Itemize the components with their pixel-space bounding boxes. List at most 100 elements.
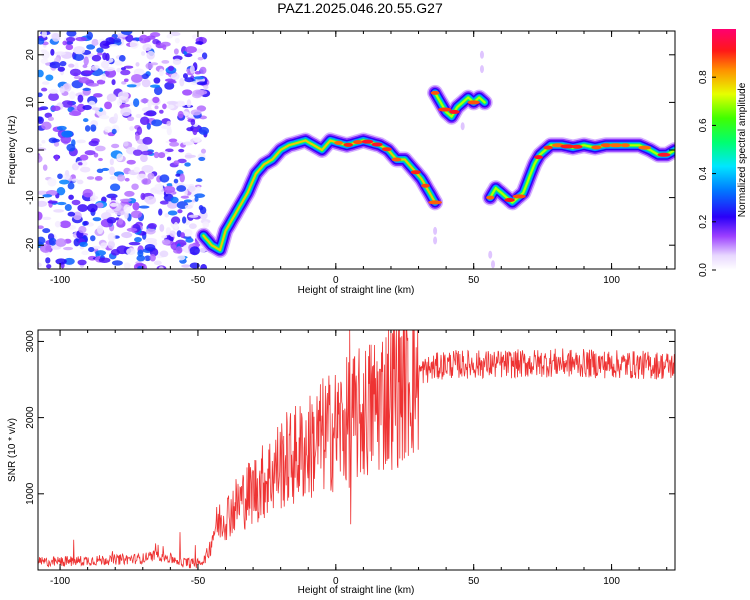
noise-blob	[159, 224, 165, 232]
noise-blob	[161, 59, 170, 64]
noise-blob	[133, 166, 140, 173]
noise-blob	[152, 96, 160, 104]
noise-blob	[100, 60, 110, 69]
noise-blob	[143, 112, 153, 116]
ridge-peak	[486, 195, 495, 200]
noise-blob	[168, 138, 178, 143]
noise-blob	[181, 264, 191, 268]
noise-blob	[126, 247, 136, 256]
noise-blob	[109, 176, 117, 180]
noise-blob	[189, 262, 200, 269]
noise-blob	[56, 125, 67, 131]
noise-blob	[102, 52, 108, 61]
noise-blob	[190, 119, 196, 126]
ridge-peak	[428, 200, 442, 205]
ridge-peak	[467, 100, 480, 105]
ridge-peak	[600, 143, 612, 148]
noise-blob	[182, 141, 194, 146]
noise-blob	[160, 125, 172, 130]
bottom-x-axis-label: Height of straight line (km)	[298, 585, 415, 596]
noise-blob	[138, 34, 149, 44]
noise-blob	[100, 242, 108, 249]
noise-blob	[104, 69, 117, 78]
noise-blob	[193, 136, 201, 143]
colorbar-tick-label: 0.0	[698, 263, 709, 277]
noise-blob	[109, 158, 114, 166]
noise-blob	[159, 174, 170, 183]
ridge-peak	[543, 145, 553, 150]
noise-blob	[144, 255, 152, 262]
noise-blob	[195, 41, 204, 45]
noise-blob	[180, 195, 190, 199]
noise-blob	[81, 250, 89, 256]
noise-blob	[488, 250, 493, 259]
noise-blob	[151, 119, 163, 127]
noise-blob	[116, 245, 129, 255]
noise-blob	[76, 139, 86, 144]
noise-blob	[77, 94, 84, 103]
noise-blob	[38, 143, 42, 147]
noise-blob	[170, 73, 180, 80]
noise-blob	[101, 167, 110, 172]
noise-blob	[106, 93, 117, 102]
ridge-peak	[391, 157, 402, 162]
noise-blob	[98, 257, 111, 263]
noise-blob	[38, 236, 46, 245]
noise-blob	[170, 196, 179, 204]
ridge-peak	[512, 194, 526, 199]
noise-blob	[189, 246, 200, 256]
noise-blob	[38, 190, 48, 195]
bottom-ytick-label: 1000	[25, 482, 36, 505]
noise-blob	[76, 103, 86, 113]
noise-blob	[41, 87, 48, 92]
noise-blob	[79, 241, 88, 247]
noise-blob	[175, 101, 186, 107]
noise-blob	[61, 100, 73, 108]
bottom-xtick-label: 0	[333, 576, 339, 587]
noise-blob	[182, 89, 193, 96]
noise-blob	[82, 118, 89, 123]
noise-blob	[479, 50, 484, 59]
noise-blob	[68, 63, 75, 68]
ridge-peak	[609, 143, 623, 148]
noise-blob	[164, 213, 170, 218]
top-ytick-label: -20	[25, 238, 36, 253]
noise-blob	[166, 183, 173, 187]
noise-blob	[129, 40, 139, 49]
noise-blob	[196, 81, 208, 86]
noise-blob	[174, 37, 180, 44]
noise-blob	[139, 116, 150, 126]
noise-blob	[41, 139, 46, 144]
noise-blob	[79, 166, 91, 173]
noise-blob	[145, 195, 157, 205]
noise-blob	[113, 38, 122, 43]
noise-blob	[132, 149, 143, 156]
snr-layer	[38, 330, 675, 569]
noise-blob	[176, 185, 187, 192]
noise-blob	[41, 50, 50, 60]
noise-blob	[133, 98, 140, 108]
noise-blob	[38, 200, 48, 207]
noise-blob	[120, 31, 133, 35]
noise-blob	[38, 155, 43, 163]
noise-blob	[103, 126, 113, 133]
noise-blob	[62, 40, 68, 46]
noise-blob	[84, 125, 91, 132]
noise-blob	[66, 143, 76, 152]
noise-blob	[123, 78, 129, 83]
noise-blob	[75, 36, 88, 42]
noise-blob	[45, 62, 50, 66]
noise-blob	[116, 153, 124, 162]
noise-blob	[182, 216, 187, 224]
noise-blob	[131, 183, 139, 191]
noise-blob	[108, 44, 118, 48]
top-ytick-label: 10	[25, 96, 36, 108]
noise-blob	[170, 216, 181, 225]
noise-blob	[190, 109, 202, 116]
noise-blob	[188, 214, 199, 218]
noise-blob	[142, 136, 153, 145]
noise-blob	[95, 202, 104, 209]
noise-blob	[158, 68, 164, 77]
noise-blob	[163, 185, 176, 194]
